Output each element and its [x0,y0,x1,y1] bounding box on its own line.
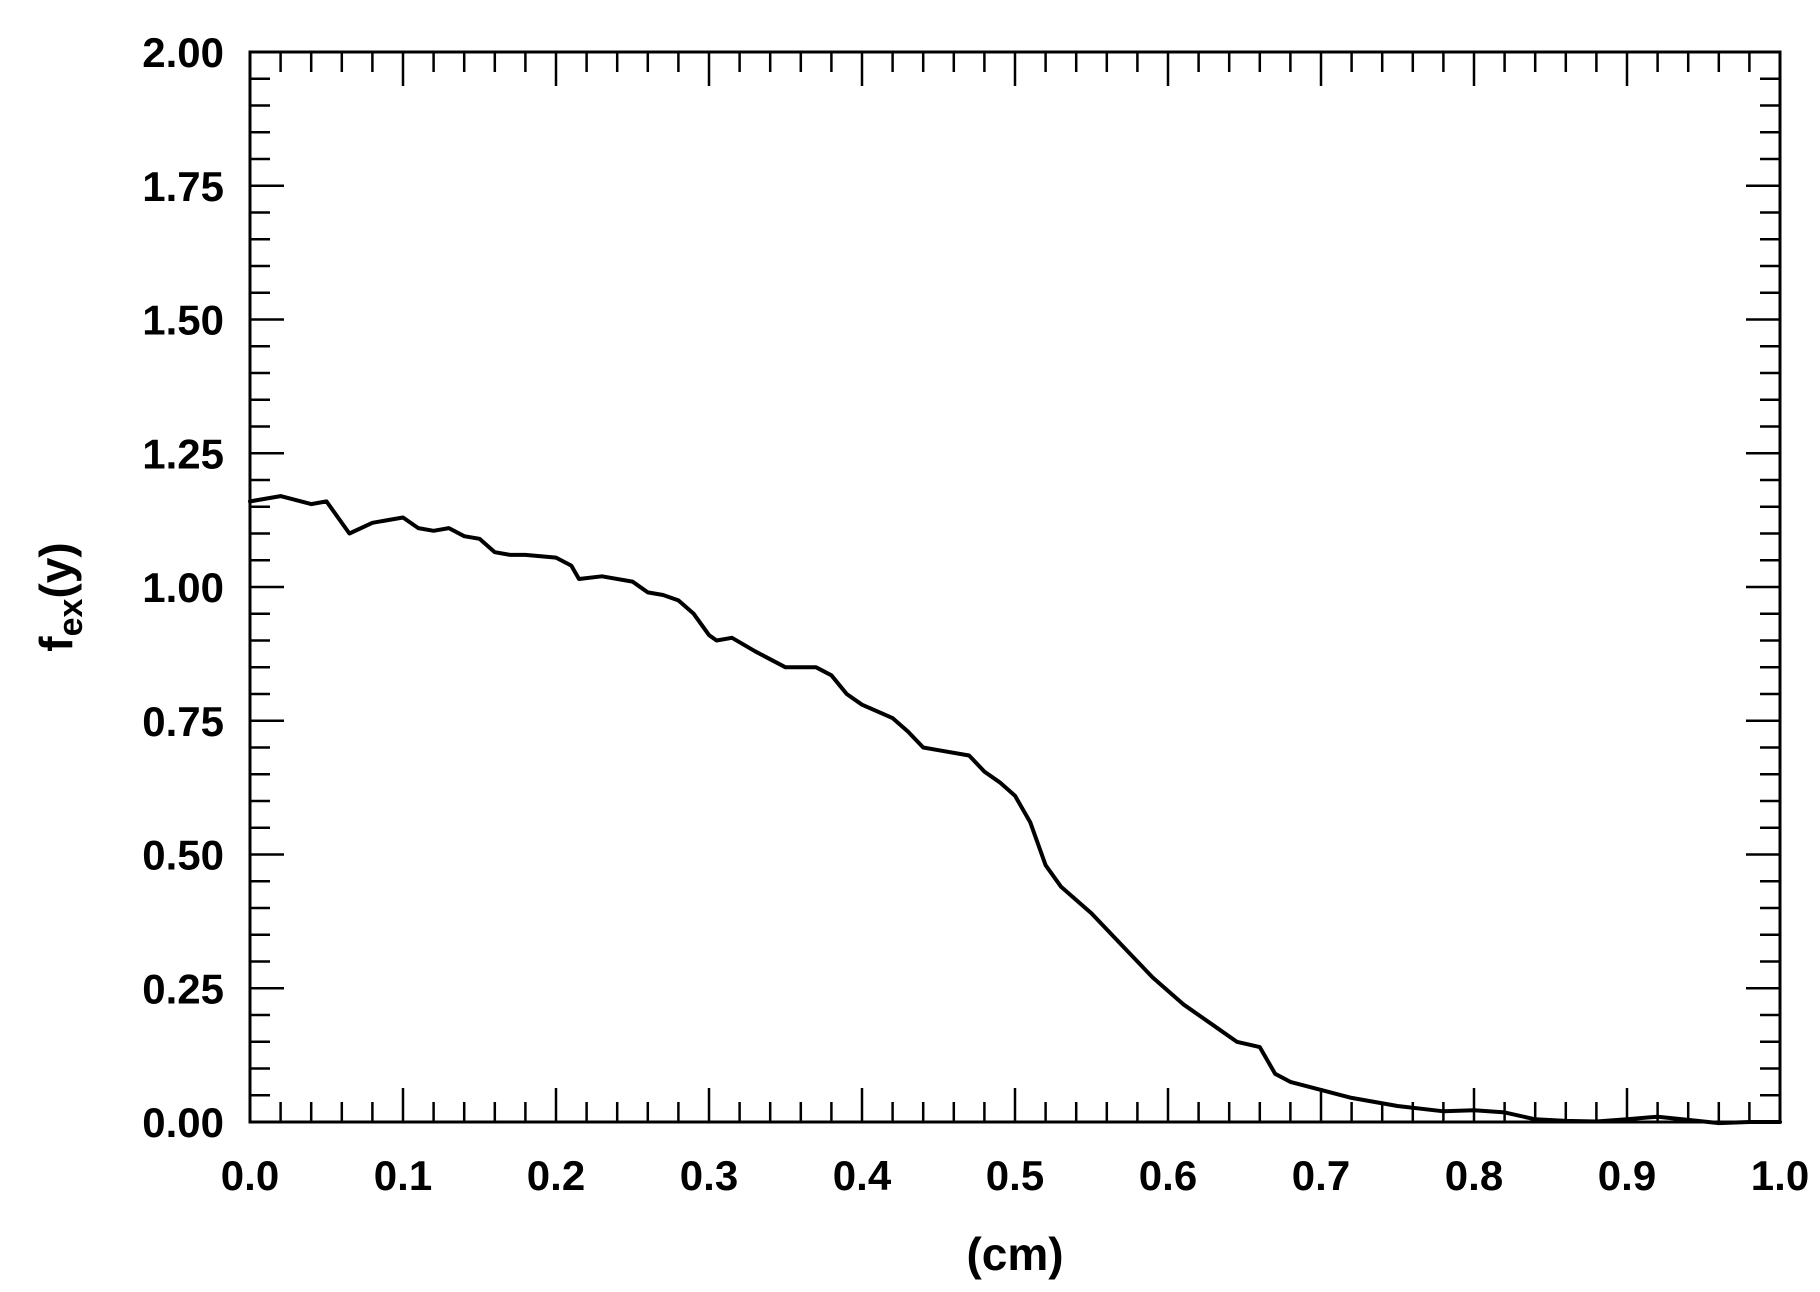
x-tick-label: 0.9 [1598,1152,1656,1199]
y-axis-title-suffix: (y) [30,542,82,598]
y-tick-labels: 0.00 0.25 0.50 0.75 1.00 1.25 1.50 1.75 2.00 [142,29,224,1146]
y-tick-label: 0.75 [142,698,224,745]
x-axis-title: (cm) [966,1228,1063,1280]
y-tick-label: 0.50 [142,832,224,879]
x-tick-label: 0.6 [1139,1152,1197,1199]
plot-frame [248,50,1782,1124]
x-tick-label: 0.8 [1445,1152,1503,1199]
y-axis-title: fex(y) [30,542,90,651]
tick-marks [248,50,1782,1124]
x-tick-label: 1.0 [1751,1152,1809,1199]
y-tick-label: 1.25 [142,430,224,477]
series-layer [248,494,1782,1126]
x-tick-labels: 0.0 0.1 0.2 0.3 0.4 0.5 0.6 0.7 0.8 0.9 1.0 [221,1152,1809,1199]
y-tick-label: 1.50 [142,297,224,344]
y-tick-label: 2.00 [142,29,224,76]
x-tick-label: 0.4 [833,1152,892,1199]
y-axis-title-base: f [30,636,82,652]
x-tick-label: 0.0 [221,1152,279,1199]
y-tick-label: 1.00 [142,564,224,611]
x-tick-label: 0.2 [527,1152,585,1199]
series-line [248,494,1782,1126]
x-tick-label: 0.5 [986,1152,1044,1199]
x-tick-label: 0.3 [680,1152,738,1199]
y-tick-label: 0.25 [142,965,224,1012]
x-tick-label: 0.7 [1292,1152,1350,1199]
y-tick-label: 0.00 [142,1099,224,1146]
y-tick-label: 1.75 [142,163,224,210]
x-tick-label: 0.1 [374,1152,432,1199]
y-axis-title-subscript: ex [52,598,90,636]
